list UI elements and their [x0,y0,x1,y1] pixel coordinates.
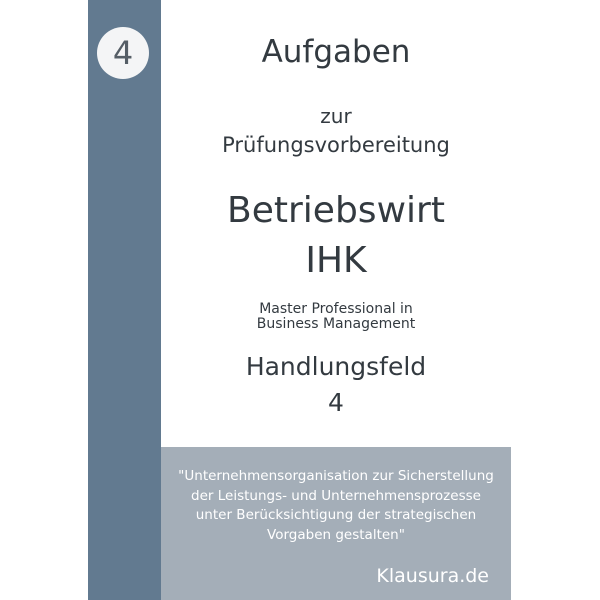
title-zur: zur [320,104,352,128]
publisher-name: Klausura.de [376,565,489,587]
title-aufgaben: Aufgaben [261,34,411,70]
quote-text: "Unternehmensorganisation zur Sicherstel… [161,467,511,545]
subtitle-line2: Business Management [256,316,416,332]
cover-spine-band [88,0,161,600]
title-pruefungsvorbereitung: Prüfungsvorbereitung [222,133,450,157]
quote-line: unter Berücksichtigung der strategischen [195,507,477,523]
volume-number-badge: 4 [97,27,149,79]
field-number: 4 [328,388,344,417]
quote-line: Vorgaben gestalten" [267,526,405,543]
subject-betriebswirt: Betriebswirt [227,190,445,231]
quote-line: der Leistungs- und Unternehmensprozesse [191,487,481,504]
subject-ihk: IHK [305,240,367,281]
field-label: Handlungsfeld [245,352,427,381]
quote-line: "Unternehmensorganisation zur Sicherstel… [178,468,494,484]
quote-box: "Unternehmensorganisation zur Sicherstel… [161,447,511,600]
subtitle-line1: Master Professional in [259,301,413,317]
